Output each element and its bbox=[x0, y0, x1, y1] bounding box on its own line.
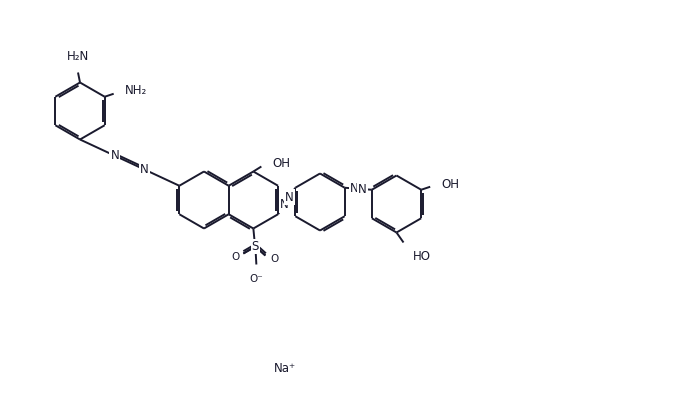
Text: N: N bbox=[285, 190, 294, 204]
Text: O⁻: O⁻ bbox=[249, 274, 263, 284]
Text: N: N bbox=[350, 182, 358, 195]
Text: OH: OH bbox=[441, 178, 459, 191]
Text: O: O bbox=[270, 253, 279, 263]
Text: N: N bbox=[358, 183, 367, 196]
Text: HO: HO bbox=[412, 251, 430, 263]
Text: O: O bbox=[231, 251, 239, 261]
Text: S: S bbox=[252, 240, 259, 253]
Text: Na⁺: Na⁺ bbox=[274, 362, 296, 375]
Text: H₂N: H₂N bbox=[67, 50, 89, 63]
Text: N: N bbox=[280, 198, 288, 211]
Text: N: N bbox=[111, 149, 119, 162]
Text: N: N bbox=[140, 163, 149, 176]
Text: OH: OH bbox=[272, 157, 290, 170]
Text: NH₂: NH₂ bbox=[125, 84, 147, 97]
